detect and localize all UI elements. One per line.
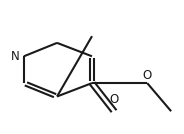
Text: O: O	[143, 69, 152, 82]
Text: N: N	[10, 50, 19, 63]
Text: O: O	[109, 93, 119, 106]
